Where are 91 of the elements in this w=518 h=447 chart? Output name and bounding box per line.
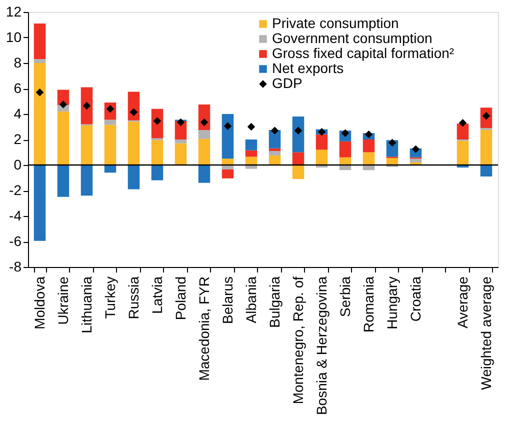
bar xyxy=(80,165,93,196)
bar xyxy=(34,23,46,60)
legend-label: Private consumption xyxy=(272,15,399,31)
y-tick-label: -2 xyxy=(9,182,22,198)
bar xyxy=(268,155,281,165)
x-tick-label: Latvia xyxy=(148,276,165,314)
x-tick-label: Lithuania xyxy=(78,276,94,334)
x-tick-label: Albania xyxy=(242,276,259,324)
bar xyxy=(57,111,70,165)
bar xyxy=(174,143,187,165)
point xyxy=(82,102,91,110)
x-tick-label: Montenegro, Rep. of xyxy=(290,276,306,404)
x-tick-label: Bulgaria xyxy=(266,276,282,328)
x-tick-label: Weighted average xyxy=(478,276,494,390)
y-tick-label: 8 xyxy=(14,54,22,70)
legend-label: Gross fixed capital formation² xyxy=(272,45,454,61)
bar xyxy=(316,150,328,165)
legend-label: Government consumption xyxy=(272,30,432,46)
bar xyxy=(480,165,492,176)
x-tick-label: Russia xyxy=(125,276,142,320)
bar xyxy=(80,125,93,165)
point xyxy=(388,138,396,147)
point xyxy=(270,126,279,134)
bar xyxy=(57,165,70,197)
bar xyxy=(268,148,281,151)
x-tick-label: Croatia xyxy=(407,276,424,322)
legend-label: GDP xyxy=(272,75,302,91)
y-tick-label: 4 xyxy=(14,106,22,122)
y-tick-label: -8 xyxy=(9,258,22,274)
x-tick-label: Serbia xyxy=(336,276,353,317)
bar xyxy=(386,158,398,165)
x-tick-label: Romania xyxy=(360,276,376,333)
point xyxy=(458,119,467,127)
y-tick-label: 12 xyxy=(6,4,22,20)
y-tick-label: 2 xyxy=(14,131,22,147)
y-tick-label: -6 xyxy=(9,233,22,249)
bar xyxy=(339,141,352,158)
bar xyxy=(222,114,234,159)
x-tick-label: Macedonia, FYR xyxy=(196,276,212,381)
bar xyxy=(410,158,422,162)
point xyxy=(224,122,232,130)
bar xyxy=(222,169,234,178)
x-tick-label: Ukraine xyxy=(54,276,71,325)
bar xyxy=(198,165,210,183)
x-tick-label: Bosnia & Herzegovina xyxy=(313,276,330,416)
point xyxy=(36,88,44,96)
bar xyxy=(151,140,164,165)
bar xyxy=(151,165,164,180)
point xyxy=(200,118,208,126)
bar xyxy=(34,165,46,241)
bar xyxy=(198,130,210,139)
bar xyxy=(34,59,46,63)
y-tick-label: -4 xyxy=(9,208,22,224)
point xyxy=(59,100,68,108)
bar xyxy=(128,122,140,165)
bar xyxy=(456,140,469,165)
point xyxy=(364,130,373,138)
bar xyxy=(362,140,375,152)
y-tick-label: 10 xyxy=(6,29,22,45)
bar xyxy=(245,140,258,150)
bar xyxy=(128,165,140,190)
bar xyxy=(268,150,281,156)
point xyxy=(130,108,138,116)
x-tick-label: Turkey xyxy=(102,276,118,319)
bar xyxy=(245,156,258,165)
x-tick-label: Poland xyxy=(172,276,188,320)
x-tick-label: Hungary xyxy=(384,276,400,330)
bar xyxy=(362,152,375,165)
bar xyxy=(198,138,210,165)
x-tick-label: Average xyxy=(454,276,470,328)
bar xyxy=(292,165,304,180)
point xyxy=(247,122,256,131)
bar xyxy=(292,116,304,152)
point xyxy=(294,126,302,134)
bar xyxy=(316,134,328,150)
y-tick-label: 0 xyxy=(14,156,22,172)
point xyxy=(176,118,185,126)
x-tick-label: Moldova xyxy=(31,276,48,330)
bar xyxy=(245,150,258,157)
bar xyxy=(34,63,46,165)
bar xyxy=(174,140,187,144)
bar xyxy=(104,124,116,165)
x-tick-label: Belarus xyxy=(219,276,236,324)
bar xyxy=(80,87,93,124)
bar xyxy=(456,124,469,140)
y-tick-label: 6 xyxy=(14,80,22,96)
bar xyxy=(292,152,304,165)
bar xyxy=(104,120,116,125)
legend-label: Net exports xyxy=(272,60,344,76)
bar xyxy=(222,158,234,165)
bar xyxy=(480,130,492,165)
